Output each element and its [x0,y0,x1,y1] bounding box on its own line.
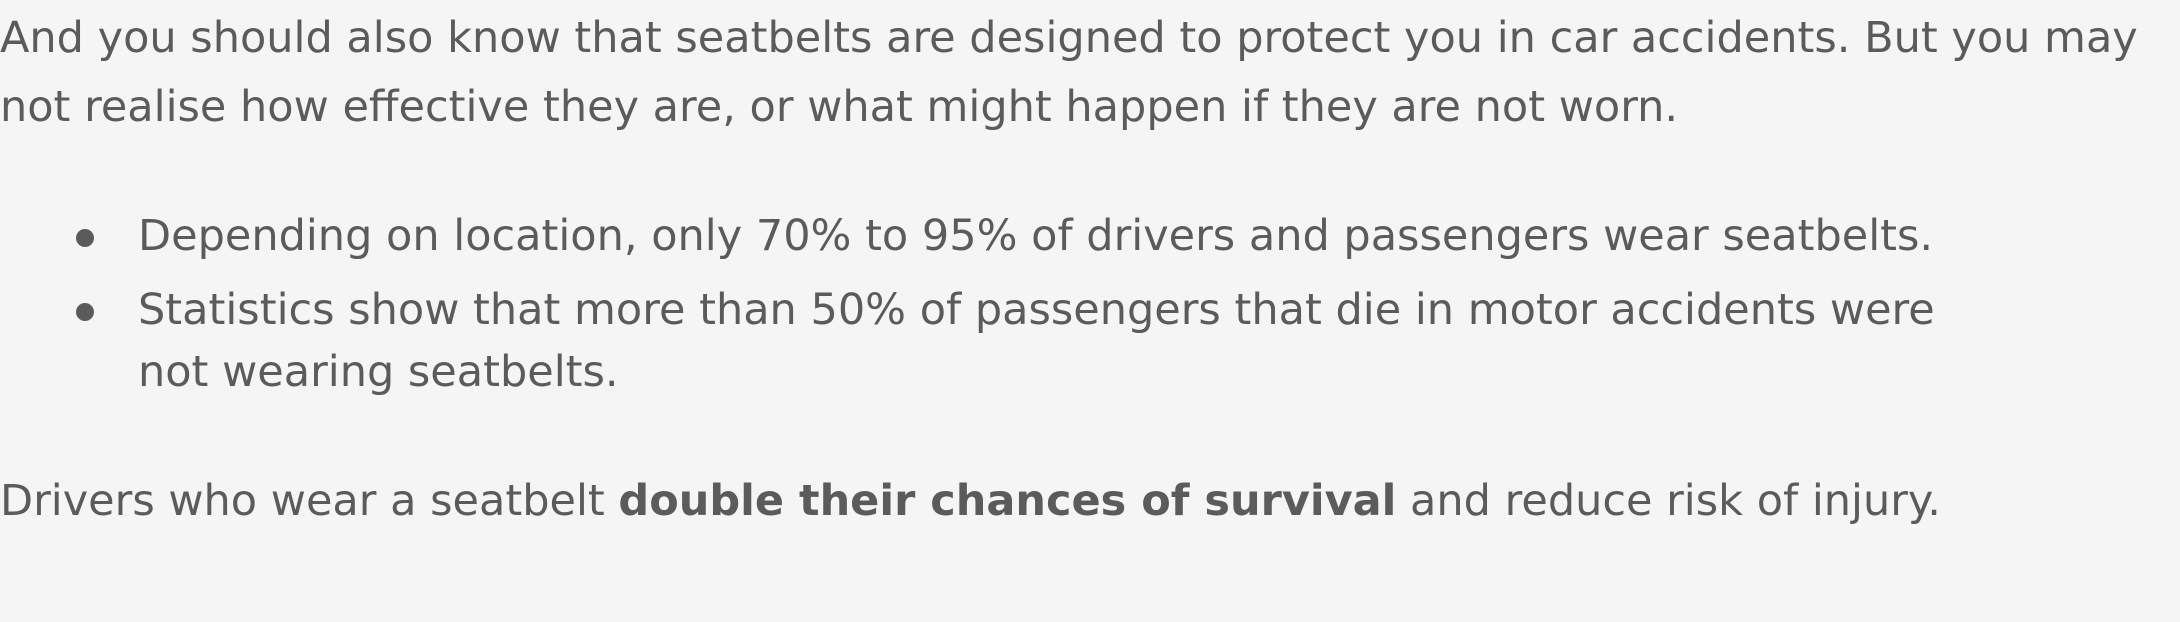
seatbelt-facts-list: Depending on location, only 70% to 95% o… [0,205,2000,415]
conclusion-tail-text: and reduce risk of injury. [1396,476,1941,526]
conclusion-lead-text: Drivers who wear a seatbelt [0,476,619,526]
bullet-icon [76,303,94,321]
conclusion-emphasis: double their chances of survival [618,476,1397,526]
location-statistic-text: Depending on location, only 70% to 95% o… [138,211,1934,261]
intro-paragraph: And you should also know that seatbelts … [0,13,2138,132]
list-item-location-statistic: Depending on location, only 70% to 95% o… [0,205,2000,267]
list-item-fatality-statistic: Statistics show that more than 50% of pa… [0,279,2000,403]
bullet-icon [76,229,94,247]
conclusion-paragraph: Drivers who wear a seatbelt double their… [0,466,1941,536]
fatality-statistic-text: Statistics show that more than 50% of pa… [138,285,1935,397]
